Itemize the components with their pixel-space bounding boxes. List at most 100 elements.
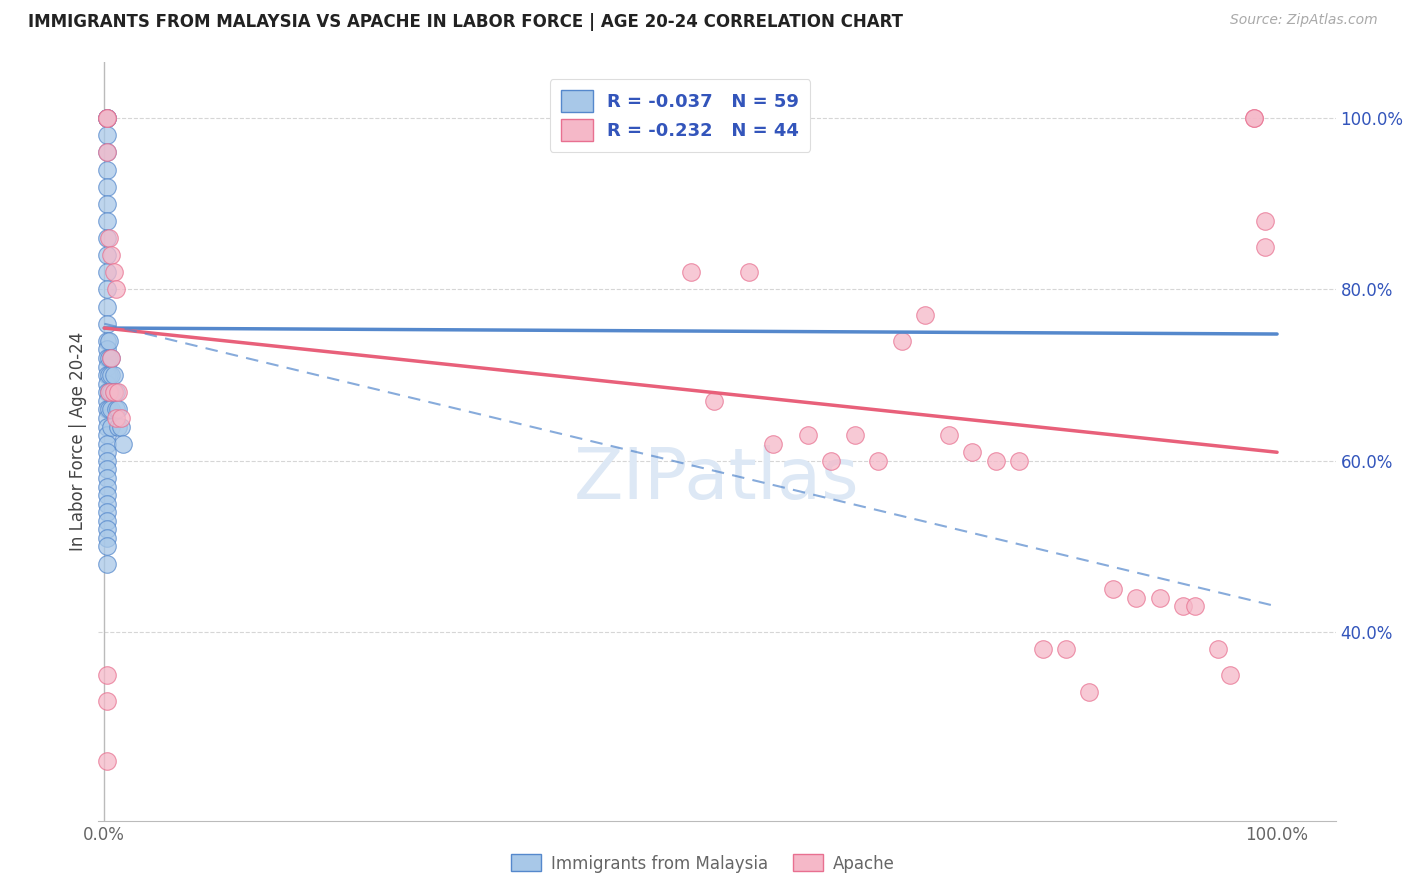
Point [96, 436, 118, 450]
Point [103, 385, 125, 400]
Point [98, 368, 121, 383]
Point [100, 248, 122, 262]
Point [96, 343, 118, 357]
Point [96, 531, 118, 545]
Point [98, 402, 121, 417]
Point [890, 334, 912, 348]
Point [103, 265, 125, 279]
Point [100, 419, 122, 434]
Point [96, 488, 118, 502]
Point [96, 376, 118, 391]
Legend: R = -0.037   N = 59, R = -0.232   N = 44: R = -0.037 N = 59, R = -0.232 N = 44 [550, 79, 810, 152]
Point [103, 385, 125, 400]
Point [96, 505, 118, 519]
Point [797, 428, 820, 442]
Point [96, 454, 118, 468]
Point [110, 411, 132, 425]
Point [96, 300, 118, 314]
Y-axis label: In Labor Force | Age 20-24: In Labor Force | Age 20-24 [69, 332, 87, 551]
Point [96, 214, 118, 228]
Point [96, 385, 118, 400]
Point [844, 428, 866, 442]
Legend: Immigrants from Malaysia, Apache: Immigrants from Malaysia, Apache [505, 847, 901, 880]
Point [96, 265, 118, 279]
Point [1031, 642, 1053, 657]
Text: ZIPatlas: ZIPatlas [574, 445, 860, 514]
Point [96, 145, 118, 160]
Point [1008, 454, 1031, 468]
Point [96, 317, 118, 331]
Point [105, 411, 128, 425]
Point [96, 368, 118, 383]
Point [105, 283, 128, 297]
Point [1254, 214, 1277, 228]
Point [98, 385, 121, 400]
Point [96, 393, 118, 408]
Point [110, 419, 132, 434]
Point [112, 436, 135, 450]
Point [960, 445, 983, 459]
Point [1184, 599, 1206, 614]
Point [96, 522, 118, 536]
Point [96, 145, 118, 160]
Point [96, 479, 118, 493]
Point [914, 308, 936, 322]
Point [100, 351, 122, 365]
Point [100, 385, 122, 400]
Point [105, 385, 128, 400]
Point [679, 265, 702, 279]
Point [96, 248, 118, 262]
Point [100, 351, 122, 365]
Point [738, 265, 761, 279]
Point [868, 454, 890, 468]
Point [98, 231, 121, 245]
Point [96, 111, 118, 125]
Point [96, 419, 118, 434]
Point [1173, 599, 1195, 614]
Point [96, 497, 118, 511]
Point [103, 368, 125, 383]
Point [96, 128, 118, 143]
Point [96, 462, 118, 476]
Point [96, 471, 118, 485]
Point [96, 111, 118, 125]
Point [100, 368, 122, 383]
Point [96, 196, 118, 211]
Text: Source: ZipAtlas.com: Source: ZipAtlas.com [1230, 13, 1378, 28]
Point [107, 402, 129, 417]
Point [98, 385, 121, 400]
Point [1125, 591, 1147, 605]
Point [96, 334, 118, 348]
Point [96, 351, 118, 365]
Point [96, 445, 118, 459]
Point [1102, 582, 1125, 597]
Point [1243, 111, 1265, 125]
Point [96, 557, 118, 571]
Point [98, 334, 121, 348]
Point [1243, 111, 1265, 125]
Point [1208, 642, 1230, 657]
Point [1054, 642, 1077, 657]
Point [96, 231, 118, 245]
Point [96, 668, 118, 682]
Point [96, 111, 118, 125]
Point [1254, 239, 1277, 253]
Point [96, 162, 118, 177]
Point [938, 428, 960, 442]
Point [1149, 591, 1171, 605]
Point [96, 111, 118, 125]
Point [98, 351, 121, 365]
Point [96, 359, 118, 374]
Point [105, 402, 128, 417]
Point [100, 402, 122, 417]
Point [703, 393, 725, 408]
Text: IMMIGRANTS FROM MALAYSIA VS APACHE IN LABOR FORCE | AGE 20-24 CORRELATION CHART: IMMIGRANTS FROM MALAYSIA VS APACHE IN LA… [28, 13, 903, 31]
Point [984, 454, 1007, 468]
Point [96, 428, 118, 442]
Point [96, 411, 118, 425]
Point [1219, 668, 1241, 682]
Point [96, 179, 118, 194]
Point [96, 514, 118, 528]
Point [96, 402, 118, 417]
Point [1078, 685, 1101, 699]
